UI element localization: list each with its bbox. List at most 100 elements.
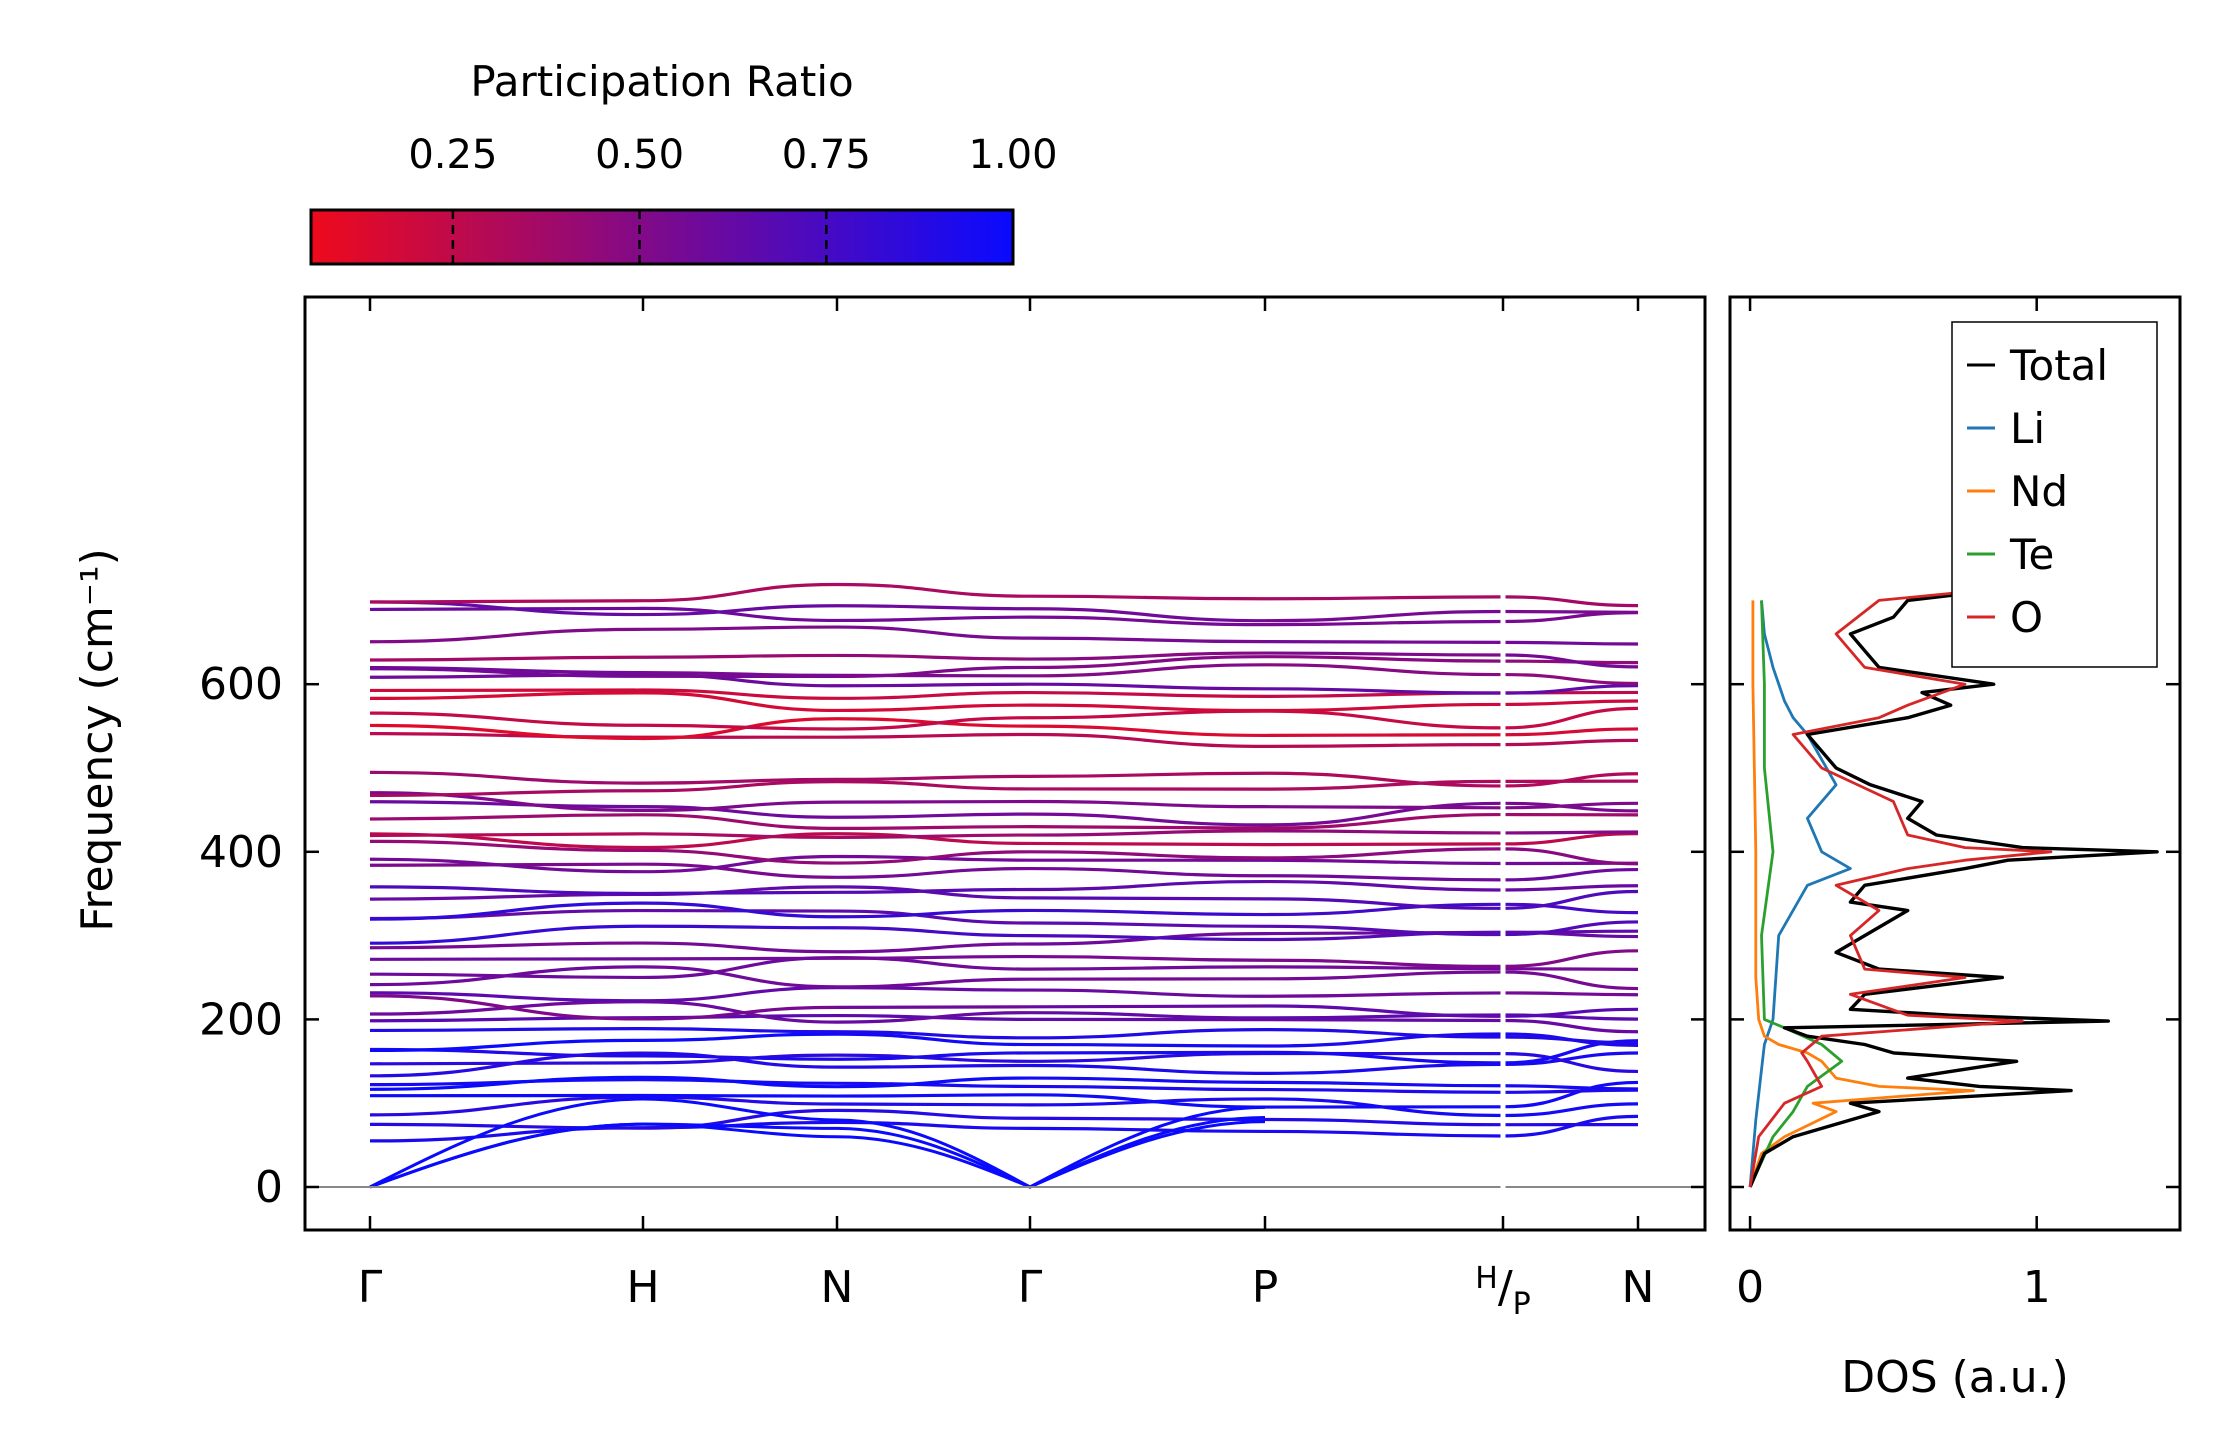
colorbar-tick-label: 0.25 bbox=[408, 132, 497, 178]
phonon-band bbox=[1029, 1063, 1266, 1075]
phonon-band bbox=[369, 901, 644, 921]
phonon-band bbox=[1264, 812, 1504, 830]
phonon-band bbox=[836, 653, 1031, 661]
phonon-band bbox=[836, 908, 1031, 919]
phonon-band bbox=[836, 942, 1031, 954]
phonon-band bbox=[1029, 850, 1266, 860]
phonon-band bbox=[1029, 607, 1266, 623]
colorbar-label: Participation Ratio bbox=[470, 57, 853, 106]
phonon-band bbox=[836, 604, 1031, 611]
acoustic-branch bbox=[369, 1120, 1266, 1189]
phonon-band bbox=[642, 832, 838, 850]
phonon-band bbox=[1502, 1080, 1639, 1109]
dos-x-tick-label: 1 bbox=[2023, 1262, 2051, 1313]
phonon-band bbox=[836, 909, 1031, 925]
phonon-band bbox=[1029, 954, 1266, 962]
phonon-band bbox=[1029, 1076, 1266, 1084]
colorbar-tick-label: 0.75 bbox=[782, 132, 871, 178]
phonon-band bbox=[1264, 779, 1504, 791]
phonon-band bbox=[369, 941, 644, 950]
phonon-band bbox=[1029, 771, 1266, 778]
phonon-band bbox=[1264, 595, 1504, 601]
phonon-band bbox=[1264, 965, 1504, 971]
phonon-band bbox=[1264, 609, 1504, 623]
phonon-band bbox=[1264, 651, 1504, 657]
phonon-band bbox=[1029, 615, 1266, 627]
dispersion-frame bbox=[303, 295, 1707, 1232]
phonon-band bbox=[836, 1032, 1031, 1047]
phonon-band bbox=[1029, 732, 1266, 748]
phonon-band bbox=[1029, 812, 1266, 827]
high-symmetry-label: N bbox=[1622, 1262, 1655, 1313]
phonon-band bbox=[836, 774, 1031, 781]
y-tick-label: 400 bbox=[199, 827, 283, 878]
phonon-band bbox=[369, 791, 644, 813]
phonon-band bbox=[836, 926, 1031, 938]
dispersion-panel: 0 200 400 600 Γ H N Γ P H/P N Frequency (cm⁻¹) bbox=[72, 295, 1707, 1322]
phonon-band bbox=[1029, 655, 1266, 670]
phonon-band bbox=[1264, 991, 1504, 998]
phonon-band bbox=[836, 887, 1031, 894]
phonon-band bbox=[369, 924, 644, 945]
phonon-band bbox=[642, 1054, 838, 1061]
phonon-band bbox=[1029, 1028, 1266, 1040]
dos-x-tick-label: 0 bbox=[1736, 1262, 1764, 1313]
legend-label: Te bbox=[2009, 530, 2054, 579]
phonon-band bbox=[1029, 651, 1266, 661]
phonon-band bbox=[1029, 1050, 1266, 1055]
phonon-band bbox=[1264, 771, 1504, 788]
phonon-band bbox=[1502, 929, 1639, 934]
phonon-band bbox=[1029, 594, 1266, 601]
x-axis-label: DOS (a.u.) bbox=[1841, 1352, 2069, 1403]
phonon-band bbox=[1264, 842, 1504, 847]
phonon-band bbox=[369, 972, 644, 980]
phonon-band bbox=[1502, 832, 1639, 846]
phonon-band bbox=[836, 866, 1031, 879]
phonon-band bbox=[1029, 841, 1266, 847]
phonon-band bbox=[1264, 1004, 1504, 1018]
phonon-band bbox=[1029, 921, 1266, 928]
phonon-band bbox=[642, 604, 838, 617]
phonon-band bbox=[642, 854, 838, 874]
phonon-band bbox=[1264, 897, 1504, 910]
y-tick-label: 600 bbox=[199, 659, 283, 710]
phonon-band bbox=[836, 1051, 1031, 1061]
phonon-band bbox=[1264, 1080, 1504, 1088]
colorbar-gradient bbox=[309, 208, 1015, 266]
dos-curve-o bbox=[1748, 590, 2053, 1188]
phonon-band bbox=[1029, 934, 1266, 942]
phonon-band bbox=[836, 1081, 1031, 1089]
high-symmetry-label: H/P bbox=[1475, 1261, 1530, 1322]
phonon-band bbox=[1264, 619, 1504, 627]
phonon-band bbox=[1264, 1087, 1504, 1094]
phonon-band bbox=[642, 986, 838, 1003]
phonon-band bbox=[1502, 970, 1639, 991]
phonon-band bbox=[1264, 743, 1504, 748]
phonon-band bbox=[1029, 636, 1266, 644]
phonon-band bbox=[642, 800, 838, 813]
phonon-band bbox=[1029, 1011, 1266, 1020]
dispersion-axes: 0 200 400 600 Γ H N Γ P H/P N bbox=[199, 297, 1705, 1322]
phonon-band bbox=[1264, 1032, 1504, 1048]
phonon-band bbox=[1264, 1050, 1504, 1065]
colorbar-tick-label: 1.00 bbox=[968, 132, 1057, 178]
phonon-band bbox=[1264, 847, 1504, 860]
legend-label: Li bbox=[2010, 404, 2045, 453]
phonon-band bbox=[836, 1063, 1031, 1069]
phonon-band bbox=[1264, 902, 1504, 917]
phonon-band bbox=[1502, 727, 1639, 737]
dos-lines bbox=[1748, 590, 2159, 1188]
legend-label: Nd bbox=[2010, 467, 2068, 516]
phonon-band bbox=[369, 1095, 644, 1117]
phonon-band bbox=[836, 954, 1031, 960]
high-symmetry-label: N bbox=[821, 1262, 854, 1313]
phonon-band bbox=[1264, 640, 1504, 644]
phonon-band bbox=[369, 1061, 644, 1066]
phonon-band bbox=[1502, 772, 1639, 788]
phonon-band bbox=[1264, 858, 1504, 866]
phonon-band bbox=[1029, 1004, 1266, 1009]
phonon-band bbox=[1029, 908, 1266, 917]
phonon-band bbox=[836, 1005, 1031, 1009]
